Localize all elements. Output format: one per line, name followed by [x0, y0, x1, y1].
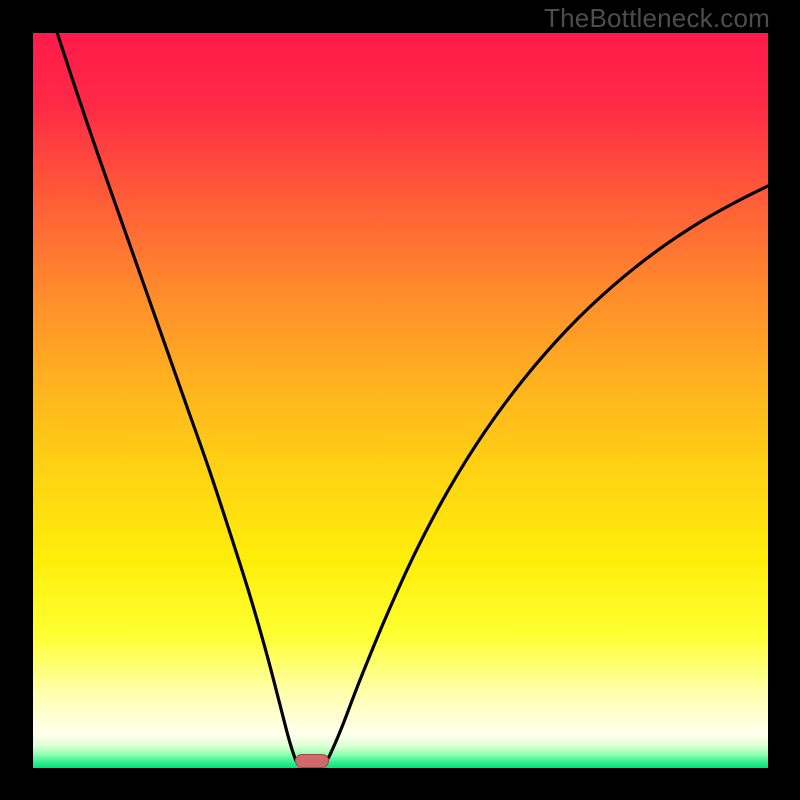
watermark-text: TheBottleneck.com: [544, 3, 770, 34]
curve-branch: [57, 33, 300, 766]
curve-branch: [323, 186, 768, 766]
chart-stage: TheBottleneck.com: [0, 0, 800, 800]
plot-area: [33, 33, 768, 768]
bottleneck-curve: [33, 33, 768, 768]
minimum-marker: [295, 754, 329, 768]
